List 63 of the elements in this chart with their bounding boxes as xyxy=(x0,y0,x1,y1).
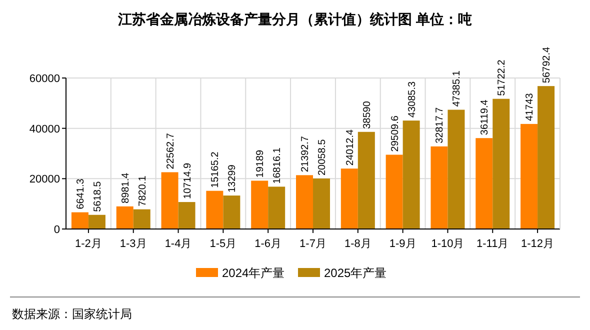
data-label: 22562.7 xyxy=(165,132,176,170)
bar xyxy=(386,154,403,229)
bar xyxy=(296,175,313,229)
bar xyxy=(492,98,510,229)
legend-label: 2025年产量 xyxy=(324,266,387,280)
data-label: 51722.2 xyxy=(496,59,508,96)
x-tick-label: 1-5月 xyxy=(210,238,237,250)
data-label: 56792.4 xyxy=(542,46,553,84)
data-label: 5618.5 xyxy=(92,180,104,212)
x-tick-label: 1-6月 xyxy=(254,238,282,250)
data-label: 15165.2 xyxy=(210,151,222,188)
data-label: 47385.1 xyxy=(452,70,463,107)
x-tick-label: 1-7月 xyxy=(300,238,326,250)
data-label: 16816.1 xyxy=(272,147,284,184)
data-label: 38590 xyxy=(362,100,373,129)
y-tick-label: 20000 xyxy=(29,174,60,186)
bar xyxy=(268,186,286,229)
bar xyxy=(538,86,555,229)
data-label: 24012.4 xyxy=(344,128,356,166)
data-label: 21392.7 xyxy=(300,136,311,172)
bar xyxy=(133,209,150,229)
bar xyxy=(520,124,538,229)
bar xyxy=(251,180,268,229)
bar xyxy=(223,196,240,229)
bar xyxy=(430,146,448,229)
data-label: 43085.3 xyxy=(406,80,418,118)
data-label: 7820.1 xyxy=(137,175,148,206)
x-tick-label: 1-2月 xyxy=(75,238,102,250)
data-label: 20058.5 xyxy=(317,138,328,176)
data-label: 10714.9 xyxy=(182,162,194,200)
data-label: 41743 xyxy=(524,92,536,121)
chart-title: 江苏省金属冶炼设备产量分月（累计值）统计图 单位：吨 xyxy=(117,11,472,27)
bar xyxy=(206,190,224,229)
bar xyxy=(448,110,465,229)
bar xyxy=(178,202,196,229)
data-label: 29509.6 xyxy=(390,115,401,152)
data-label: 32817.7 xyxy=(434,106,446,144)
data-label: 6641.3 xyxy=(75,178,86,210)
data-label: 13299 xyxy=(227,164,238,193)
x-tick-label: 1-12月 xyxy=(521,238,554,250)
y-tick-label: 40000 xyxy=(29,123,60,136)
bar xyxy=(116,206,134,229)
bar xyxy=(340,168,358,229)
y-tick-label: 0 xyxy=(54,224,60,236)
x-tick-label: 1-4月 xyxy=(164,238,192,250)
legend-label: 2024年产量 xyxy=(222,266,285,280)
bar xyxy=(402,120,420,229)
source-note: 数据来源：国家统计局 xyxy=(12,307,132,321)
x-tick-label: 1-9月 xyxy=(389,238,416,250)
x-tick-label: 1-3月 xyxy=(120,238,147,250)
bar xyxy=(476,138,493,229)
bar xyxy=(358,132,375,229)
bar xyxy=(161,172,178,229)
x-tick-label: 1-10月 xyxy=(431,238,464,250)
data-label: 36119.4 xyxy=(480,99,491,136)
data-label: 8981.4 xyxy=(120,172,132,204)
x-tick-label: 1-11月 xyxy=(476,238,509,250)
bar xyxy=(71,212,88,229)
x-tick-label: 1-8月 xyxy=(344,238,372,250)
bar xyxy=(313,178,330,229)
bar xyxy=(88,214,106,229)
data-label: 19189 xyxy=(255,149,266,178)
y-tick-label: 60000 xyxy=(29,73,60,85)
